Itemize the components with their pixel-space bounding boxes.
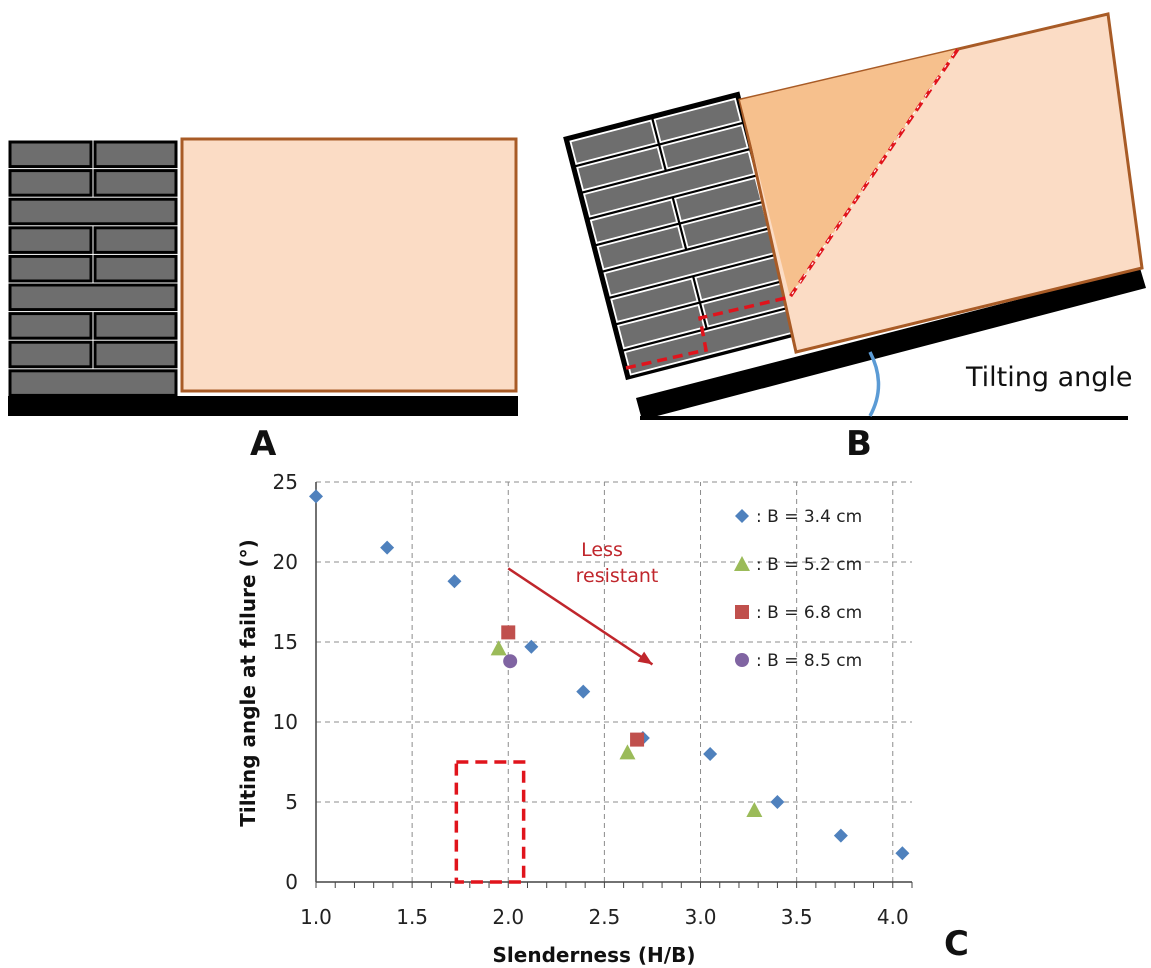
- legend-label: : B = 5.2 cm: [756, 555, 862, 575]
- legend-label: : B = 8.5 cm: [756, 651, 862, 671]
- trend-arrow-head: [637, 651, 653, 665]
- axes: [315, 482, 913, 888]
- data-point: [833, 828, 848, 843]
- legend-marker: [734, 556, 750, 571]
- legend: : B = 3.4 cm : B = 5.2 cm : B = 6.8 cm : B …: [734, 507, 862, 671]
- annotation-group: Less resistant: [454, 539, 659, 884]
- chart-c: 1.0 1.5 2.0 2.5 3.0 3.5 4.0 0 5 10 15 20 25 Tilting …: [236, 470, 913, 967]
- data-point: [576, 684, 591, 699]
- data-point: [703, 747, 718, 761]
- tick-labels: 1.0 1.5 2.0 2.5 3.0 3.5 4.0 0 5 10 15 20 25: [273, 470, 909, 929]
- data-point: [309, 489, 323, 504]
- data-points: [309, 489, 910, 861]
- ground-base-b: [636, 268, 1146, 420]
- x-tick-label: 1.5: [396, 905, 428, 929]
- y-tick-label: 5: [285, 790, 298, 814]
- brick: [582, 150, 756, 218]
- data-point: [630, 732, 645, 747]
- y-axis-title: Tilting angle at failure (°): [236, 539, 260, 827]
- data-point: [380, 540, 395, 555]
- brick: [93, 226, 178, 254]
- y-tick-label: 20: [273, 550, 298, 574]
- brick: [93, 140, 178, 169]
- brick: [576, 145, 665, 192]
- brick: [569, 119, 658, 165]
- x-tick-label: 2.5: [588, 905, 620, 929]
- data-point: [501, 625, 516, 640]
- brick-wall-a: [8, 140, 178, 397]
- brick: [93, 312, 178, 340]
- trend-arrow-shaft: [507, 567, 654, 666]
- grid-lines: [316, 481, 912, 882]
- data-point: [619, 744, 636, 760]
- x-tick-label: 1.0: [300, 905, 332, 929]
- brick: [653, 97, 742, 144]
- brick: [8, 226, 93, 254]
- failure-surface-line: [625, 48, 960, 370]
- y-tick-label: 10: [273, 710, 298, 734]
- x-tick-label: 3.5: [781, 905, 813, 929]
- panel-label-a: A: [250, 424, 277, 464]
- annotation-less: Less: [581, 539, 623, 561]
- data-point: [770, 795, 785, 809]
- data-point: [503, 654, 518, 669]
- brick: [93, 169, 178, 197]
- legend-marker: [735, 605, 749, 619]
- brick: [610, 277, 699, 323]
- brick: [8, 369, 178, 397]
- annotation-resistant: resistant: [576, 565, 659, 587]
- legend-label: : B = 6.8 cm: [756, 603, 862, 623]
- x-tick-label: 4.0: [877, 905, 909, 929]
- brick: [8, 283, 178, 312]
- brick: [8, 254, 93, 283]
- brick: [8, 197, 178, 226]
- legend-marker: [735, 509, 749, 523]
- x-tick-label: 3.0: [685, 905, 717, 929]
- brick-wall-b: [563, 91, 803, 381]
- brick: [596, 224, 685, 271]
- legend-marker: [735, 653, 749, 667]
- brick: [8, 312, 93, 340]
- tilting-angle-arc: [868, 351, 881, 417]
- y-tick-label: 0: [285, 870, 298, 894]
- y-tick-label: 25: [273, 470, 298, 494]
- diagram-b-group: Tilting angle: [563, 12, 1146, 420]
- data-point: [746, 802, 763, 817]
- brick: [660, 124, 749, 170]
- data-point: [447, 574, 462, 589]
- panel-label-b: B: [846, 424, 872, 464]
- brick: [8, 169, 93, 197]
- brick: [8, 340, 93, 369]
- highlight-dashed-box: [454, 760, 526, 884]
- ground-base-a: [8, 396, 518, 416]
- backfill-soil-a: [180, 137, 518, 393]
- brick: [93, 340, 178, 369]
- brick: [93, 254, 178, 283]
- tilting-angle-label: Tilting angle: [965, 362, 1133, 393]
- legend-label: : B = 3.4 cm: [756, 507, 862, 527]
- data-point: [524, 639, 539, 654]
- brick: [8, 140, 93, 169]
- data-point: [490, 640, 507, 656]
- data-point: [895, 846, 910, 861]
- x-tick-label: 2.0: [492, 905, 524, 929]
- sliding-wedge: [740, 49, 958, 297]
- diagram-a-group: [8, 137, 518, 416]
- brick: [589, 198, 679, 244]
- panel-label-c: C: [944, 924, 969, 964]
- y-tick-label: 15: [273, 630, 298, 654]
- x-axis-title: Slenderness (H/B): [493, 943, 696, 967]
